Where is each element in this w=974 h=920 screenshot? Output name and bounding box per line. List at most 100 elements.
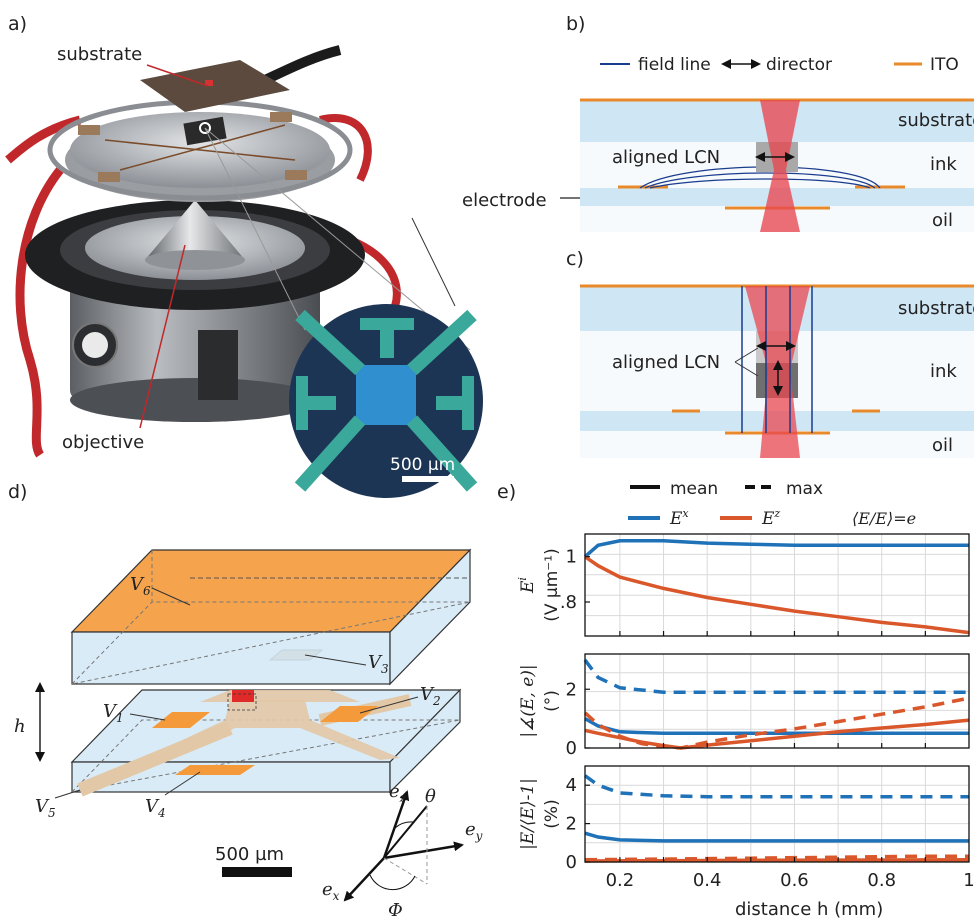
x-tick-label: 0.4 xyxy=(693,870,722,891)
theta-arc xyxy=(394,821,414,829)
micrograph-scalebar xyxy=(402,476,454,482)
legend-mean: mean xyxy=(670,479,718,499)
mount-port xyxy=(198,330,238,400)
micro-arm-3 xyxy=(294,415,366,492)
legend-director: director xyxy=(766,55,832,75)
y-tick-label: 0 xyxy=(566,852,577,873)
legend-ex: Ex xyxy=(669,507,689,529)
c-lcn-label: aligned LCN xyxy=(612,352,720,373)
legend-field-line: field line xyxy=(638,55,711,75)
series-e-x-mean xyxy=(583,539,969,559)
b-lcn-label: aligned LCN xyxy=(612,147,720,168)
leader-v3 xyxy=(304,654,367,666)
y-axis-label: Ei xyxy=(516,577,538,594)
y-tick-label: 1 xyxy=(566,547,577,568)
phi-label: Φ xyxy=(388,900,403,920)
x-tick-label: 0.8 xyxy=(867,870,896,891)
micro-arm-1 xyxy=(295,309,365,376)
lcn-sample xyxy=(232,690,254,702)
b-substrate-label: substrate xyxy=(898,110,974,131)
substrate-plate xyxy=(140,60,290,112)
chart-1: .8 1 Ei (V µm⁻¹) xyxy=(516,533,970,637)
b-oil-label: oil xyxy=(932,210,953,231)
panel-e: e) mean max Ex Ez ⟨E/E⟩=e .8 1 Ei (V µm⁻¹) 0… xyxy=(497,479,974,920)
y-axis-unit: (°) xyxy=(542,690,562,712)
upper-slab-side xyxy=(389,548,471,686)
panel-c-letter: c) xyxy=(566,248,584,270)
leader-v2 xyxy=(359,696,419,714)
b-ink-label: ink xyxy=(930,154,957,175)
series-e-z-mean xyxy=(584,555,970,635)
clamp-4 xyxy=(285,170,307,180)
knob-face xyxy=(82,332,108,358)
b-field-line-3 xyxy=(649,178,871,189)
electrode-v4 xyxy=(175,765,255,775)
panel-d: d) V6 V3 V2 V1 V5 V4 xyxy=(8,481,483,920)
b-field-line-2 xyxy=(644,172,876,189)
series-e-z-mean xyxy=(584,857,970,863)
y-tick-label: 0 xyxy=(566,738,577,759)
series-e-x-mean xyxy=(584,717,969,736)
label-v6: V6 xyxy=(130,574,151,598)
panel-b-letter: b) xyxy=(566,13,585,35)
label-v5: V5 xyxy=(35,796,56,820)
micro-electrode-top xyxy=(360,318,414,358)
panel-d-letter: d) xyxy=(8,481,27,503)
micro-electrode-right xyxy=(436,376,474,430)
legend-normalization: ⟨E/E⟩=e xyxy=(852,509,916,528)
panel-c: c) substrate ink oil aligned LCN xyxy=(566,248,974,458)
ink-arm-left xyxy=(77,721,233,797)
y-axis-unit: (V µm⁻¹) xyxy=(542,548,562,621)
panel-e-letter: e) xyxy=(497,481,516,503)
leader-v6 xyxy=(151,587,191,606)
x-tick-label: 0.2 xyxy=(606,870,635,891)
chart-frame xyxy=(584,533,970,637)
theta-label: θ xyxy=(425,786,436,807)
focus-marker xyxy=(199,122,211,134)
label-v2: V2 xyxy=(420,684,441,708)
objective-label: objective xyxy=(62,432,144,453)
leader-v5 xyxy=(54,789,81,799)
chart-2: 0 2 |∡(E, e)| (°) xyxy=(518,653,970,759)
y-axis-label: |∡(E, e)| xyxy=(518,664,538,737)
substrate-dot xyxy=(205,80,213,86)
leader-v1 xyxy=(129,713,166,721)
x-axis-label: distance h (mm) xyxy=(735,899,883,920)
y-axis-unit: (%) xyxy=(542,799,562,828)
micrograph-center xyxy=(356,365,416,425)
lcn-sample-box xyxy=(227,693,257,711)
ex-label: ex xyxy=(322,879,340,903)
chart-frame xyxy=(584,653,970,749)
red-cable-right xyxy=(319,114,372,182)
electrode-v2 xyxy=(320,706,378,722)
objective-base xyxy=(145,250,245,270)
c-substrate-label: substrate xyxy=(898,298,974,319)
leader-v4 xyxy=(164,771,201,796)
series-e-x-mean xyxy=(584,831,969,843)
series-e-x-max xyxy=(583,774,969,799)
b-laser-beam xyxy=(760,100,800,232)
micro-arm-2 xyxy=(407,309,477,376)
ey-label: ey xyxy=(465,819,483,843)
legend-ez: Ez xyxy=(761,507,780,529)
electrode-leader xyxy=(411,217,456,307)
projection-base xyxy=(383,857,428,885)
ex-axis xyxy=(343,857,385,902)
d-scalebar-label: 500 µm xyxy=(215,844,284,865)
x-tick-label: 0.6 xyxy=(780,870,809,891)
clamp-3 xyxy=(98,172,120,182)
height-label: h xyxy=(14,716,26,737)
direction-vector xyxy=(383,805,428,859)
panel-b: b) field line director ITO substrate ink… xyxy=(560,13,974,232)
wire-2 xyxy=(119,124,286,171)
micrograph: 500 µm xyxy=(289,304,483,498)
objective-cone xyxy=(145,200,245,260)
d-scalebar xyxy=(222,867,292,877)
clamp-2 xyxy=(270,112,292,122)
legend-ito: ITO xyxy=(930,55,959,75)
chip xyxy=(183,116,227,146)
red-cable-left xyxy=(15,167,64,458)
substrate-leader xyxy=(146,64,209,87)
